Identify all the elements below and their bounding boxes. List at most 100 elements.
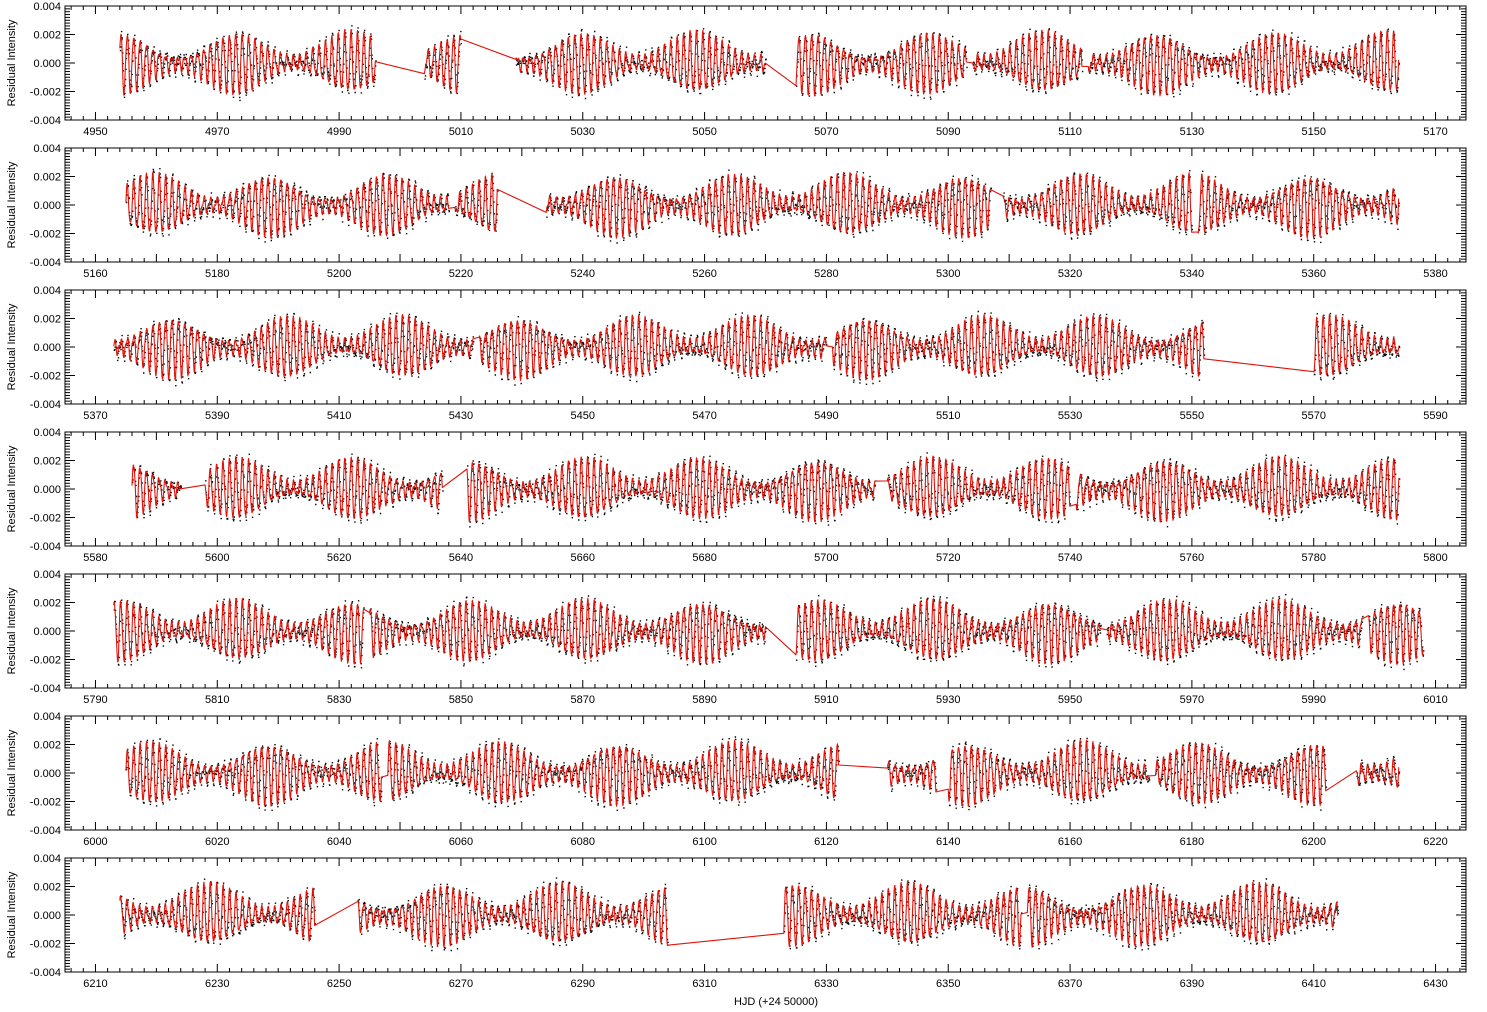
x-tick-label: 5990 — [1301, 694, 1325, 706]
x-tick-label: 5830 — [327, 694, 351, 706]
x-tick-label: 6080 — [571, 836, 595, 848]
panel-2: 5160 5180 5200 5220 5240 5260 5280 5300 5320 5340… — [6, 143, 1467, 280]
panel-5: 5790 5810 5830 5850 5870 5890 5910 5930 5950 5970… — [6, 569, 1467, 706]
x-tick-label: 6430 — [1423, 978, 1447, 990]
observed-residual-points — [132, 452, 1401, 528]
x-tick-label: 5110 — [1058, 126, 1082, 138]
y-tick-label: 0.000 — [33, 58, 61, 70]
x-tick-label: 6040 — [327, 836, 351, 848]
y-tick-label: -0.002 — [30, 229, 61, 241]
y-tick-label: 0.004 — [33, 853, 61, 865]
y-tick-label: -0.002 — [30, 87, 61, 99]
y-tick-label: 0.004 — [33, 285, 61, 297]
y-tick-label: 0.002 — [33, 456, 61, 468]
x-tick-label: 6290 — [571, 978, 595, 990]
y-tick-label: -0.004 — [30, 967, 61, 979]
y-axis-title: Residual Intensity — [6, 587, 18, 674]
x-tick-label: 4970 — [205, 126, 229, 138]
x-tick-label: 5660 — [571, 552, 595, 564]
y-tick-label: 0.000 — [33, 768, 61, 780]
y-tick-label: -0.004 — [30, 683, 61, 695]
x-tick-label: 5450 — [571, 410, 595, 422]
model-fit-line — [125, 171, 1400, 239]
x-tick-label: 5620 — [327, 552, 351, 564]
x-tick-label: 5430 — [449, 410, 473, 422]
x-tick-label: 6410 — [1301, 978, 1325, 990]
x-tick-label: 5490 — [814, 410, 838, 422]
x-tick-label: 5150 — [1301, 126, 1325, 138]
x-tick-label: 5550 — [1180, 410, 1204, 422]
x-tick-label: 5850 — [449, 694, 473, 706]
x-tick-label: 5320 — [1058, 268, 1082, 280]
y-tick-label: 0.000 — [33, 910, 61, 922]
y-tick-label: -0.004 — [30, 825, 61, 837]
x-tick-label: 5240 — [571, 268, 595, 280]
y-tick-label: 0.002 — [33, 740, 61, 752]
y-axis-title: Residual Intensity — [6, 729, 18, 816]
y-tick-label: -0.004 — [30, 541, 61, 553]
y-tick-label: 0.000 — [33, 200, 61, 212]
x-tick-label: 5580 — [83, 552, 107, 564]
x-tick-label: 6350 — [936, 978, 960, 990]
x-tick-label: 6370 — [1058, 978, 1082, 990]
x-tick-label: 5790 — [83, 694, 107, 706]
x-tick-label: 5510 — [936, 410, 960, 422]
x-tick-label: 5930 — [936, 694, 960, 706]
panel-6: 6000 6020 6040 6060 6080 6100 6120 6140 6160 6180… — [6, 711, 1467, 848]
x-tick-label: 4950 — [83, 126, 107, 138]
panel-3: 5370 5390 5410 5430 5450 5470 5490 5510 5530 5550… — [6, 285, 1467, 422]
x-tick-label: 5700 — [814, 552, 838, 564]
x-tick-label: 5170 — [1423, 126, 1447, 138]
x-tick-label: 5640 — [449, 552, 473, 564]
y-tick-label: 0.002 — [33, 30, 61, 42]
x-tick-label: 6230 — [205, 978, 229, 990]
model-fit-line — [119, 29, 1400, 97]
x-tick-label: 4990 — [327, 126, 351, 138]
x-tick-label: 5600 — [205, 552, 229, 564]
x-tick-label: 5380 — [1423, 268, 1447, 280]
panel-1: 4950 4970 4990 5010 5030 5050 5070 5090 5110 5130… — [6, 1, 1467, 138]
x-tick-label: 6000 — [83, 836, 107, 848]
y-tick-label: -0.002 — [30, 797, 61, 809]
model-fit-line — [119, 881, 1339, 948]
y-axis-title: Residual Intensity — [6, 445, 18, 532]
x-tick-label: 5070 — [814, 126, 838, 138]
x-tick-label: 5800 — [1423, 552, 1447, 564]
y-tick-label: 0.004 — [33, 143, 61, 155]
x-tick-label: 5370 — [83, 410, 107, 422]
x-tick-label: 6220 — [1423, 836, 1447, 848]
x-tick-label: 5910 — [814, 694, 838, 706]
x-tick-label: 5220 — [449, 268, 473, 280]
y-tick-label: 0.004 — [33, 569, 61, 581]
plot-frame — [64, 857, 1467, 973]
y-axis-title: Residual Intensity — [6, 871, 18, 958]
x-tick-label: 5280 — [814, 268, 838, 280]
x-tick-label: 5390 — [205, 410, 229, 422]
x-tick-label: 6210 — [83, 978, 107, 990]
x-tick-label: 6250 — [327, 978, 351, 990]
x-tick-label: 5050 — [692, 126, 716, 138]
x-tick-label: 6270 — [449, 978, 473, 990]
x-tick-label: 5360 — [1301, 268, 1325, 280]
model-fit-line — [131, 455, 1400, 523]
y-tick-label: -0.002 — [30, 371, 61, 383]
x-tick-label: 5130 — [1180, 126, 1204, 138]
x-tick-label: 5720 — [936, 552, 960, 564]
x-tick-label: 6020 — [205, 836, 229, 848]
x-tick-label: 5180 — [205, 268, 229, 280]
y-tick-label: 0.004 — [33, 711, 61, 723]
x-tick-label: 6180 — [1180, 836, 1204, 848]
x-tick-label: 5870 — [571, 694, 595, 706]
x-tick-label: 5090 — [936, 126, 960, 138]
y-tick-label: 0.000 — [33, 626, 61, 638]
x-tick-label: 5810 — [205, 694, 229, 706]
x-tick-label: 5470 — [692, 410, 716, 422]
y-tick-label: -0.002 — [30, 513, 61, 525]
x-tick-label: 5740 — [1058, 552, 1082, 564]
x-tick-label: 6100 — [692, 836, 716, 848]
model-fit-line — [113, 313, 1400, 381]
y-tick-label: 0.002 — [33, 314, 61, 326]
y-tick-label: -0.002 — [30, 939, 61, 951]
y-tick-label: 0.002 — [33, 598, 61, 610]
